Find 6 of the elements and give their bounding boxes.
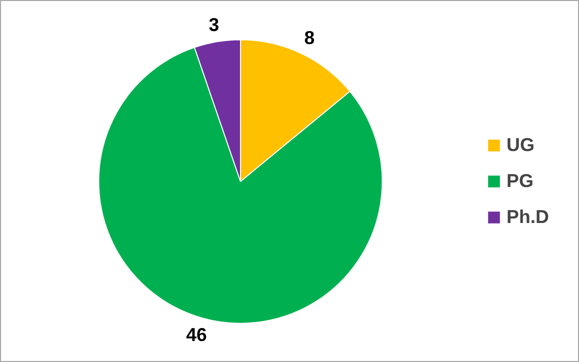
data-label: 8 — [304, 27, 315, 48]
legend-label: Ph.D — [506, 206, 549, 228]
data-label: 3 — [208, 14, 220, 36]
legend-label: UG — [506, 134, 534, 156]
legend-label: PG — [506, 170, 534, 192]
data-label: 46 — [186, 324, 207, 346]
